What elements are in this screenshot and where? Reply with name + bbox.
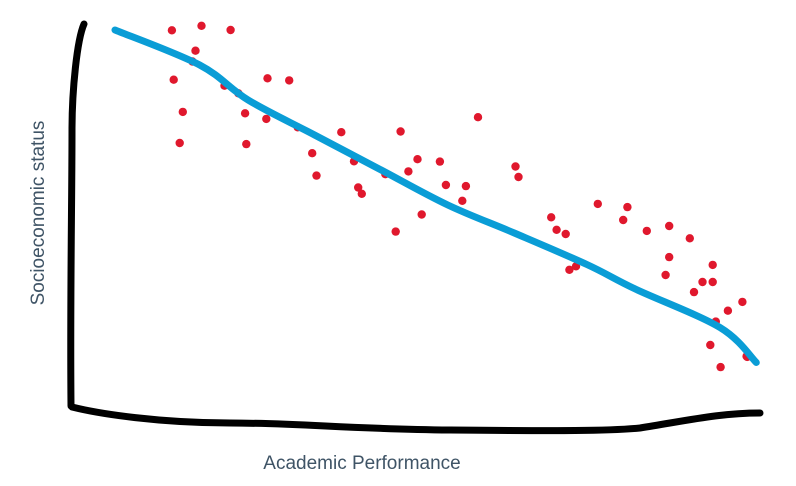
data-point xyxy=(175,138,184,148)
data-point xyxy=(561,229,570,239)
data-point xyxy=(396,127,405,136)
data-point xyxy=(263,74,272,83)
data-point xyxy=(689,287,699,297)
data-point xyxy=(435,157,445,166)
trend-layer xyxy=(111,26,760,366)
data-point xyxy=(197,21,206,30)
x-axis-line xyxy=(68,403,764,435)
data-point xyxy=(240,109,250,118)
data-point xyxy=(708,277,717,287)
data-point xyxy=(169,75,178,84)
data-point xyxy=(511,162,520,171)
data-point xyxy=(404,167,413,176)
data-point xyxy=(514,172,523,182)
data-point xyxy=(191,46,200,55)
data-point xyxy=(308,149,317,158)
data-point xyxy=(354,183,363,192)
data-point xyxy=(226,25,235,35)
data-point xyxy=(458,196,467,205)
y-axis-title: Socioeconomic status xyxy=(28,121,49,306)
data-point xyxy=(312,171,321,180)
data-point xyxy=(178,107,187,117)
trend-line xyxy=(111,26,760,366)
data-point xyxy=(441,180,451,190)
data-point xyxy=(623,202,632,212)
data-point xyxy=(337,128,346,137)
data-point xyxy=(242,139,251,149)
data-point xyxy=(285,76,294,85)
data-point xyxy=(565,265,574,274)
data-point xyxy=(547,213,556,222)
data-point xyxy=(413,155,422,164)
data-point xyxy=(698,277,707,287)
data-point xyxy=(685,234,694,243)
data-point xyxy=(665,252,674,262)
data-point xyxy=(738,297,747,307)
data-point xyxy=(461,181,471,191)
data-point xyxy=(716,362,725,372)
data-point xyxy=(167,26,177,35)
data-point xyxy=(552,225,561,234)
data-point xyxy=(642,226,651,236)
data-point xyxy=(262,114,271,124)
x-axis-title: Academic Performance xyxy=(263,453,460,474)
data-point xyxy=(708,260,717,270)
data-point xyxy=(723,306,733,315)
data-point xyxy=(619,215,628,225)
data-point xyxy=(473,113,483,122)
data-point xyxy=(665,221,674,231)
data-point xyxy=(357,189,366,198)
data-point xyxy=(391,227,400,236)
data-point xyxy=(661,270,670,280)
data-point xyxy=(417,210,426,219)
data-point xyxy=(706,340,715,350)
y-axis-line xyxy=(67,20,88,410)
data-points xyxy=(167,21,752,372)
data-point xyxy=(593,199,602,209)
